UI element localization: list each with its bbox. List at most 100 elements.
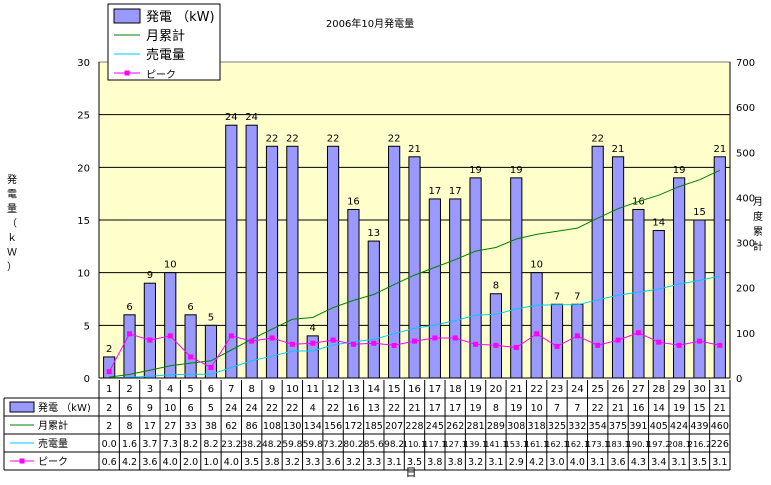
legend-label: 発電 （kW) [146, 10, 215, 25]
table-cell: 375 [609, 421, 627, 432]
table-cell: 21 [408, 403, 420, 414]
table-cell: 24 [246, 403, 258, 414]
table-cell: 162.1 [566, 439, 589, 449]
table-cell: 3.1 [712, 457, 727, 468]
y-tick-label: 5 [84, 321, 90, 332]
table-cell: 24 [225, 403, 237, 414]
bar-data-label: 22 [266, 133, 279, 144]
bar-data-label: 7 [554, 291, 560, 302]
y2-tick-label: 500 [736, 148, 755, 159]
table-cell: 13 [368, 403, 380, 414]
table-cell: 21 [612, 403, 624, 414]
series-marker [412, 338, 417, 344]
table-cell: 130 [283, 421, 301, 432]
table-cell: 289 [487, 421, 505, 432]
series-marker [717, 342, 723, 348]
x-tick-label: 19 [469, 384, 482, 395]
table-cell: 153.1 [505, 439, 528, 449]
bar [449, 198, 462, 379]
legend-label: 月累計 [146, 28, 185, 44]
y-axis-title-char: 量 [7, 203, 17, 215]
x-tick-label: 5 [187, 384, 193, 395]
plot-area: 0510152025300100200300400500600700発電量（ｋＷ… [7, 58, 763, 385]
table-cell: 80.2 [343, 440, 363, 450]
table-cell: 2.9 [509, 457, 524, 468]
table-cell: 0.0 [102, 439, 117, 450]
bar-data-label: 22 [286, 133, 299, 144]
y-tick-label: 30 [77, 58, 90, 69]
table-cell: 22 [592, 403, 604, 414]
x-tick-label: 21 [510, 384, 523, 395]
legend-key-bar [113, 8, 141, 24]
y-axis-title-char: Ｗ [7, 248, 17, 259]
table-cell: 4.3 [631, 457, 646, 468]
table-cell: 7.3 [163, 439, 178, 450]
x-tick-label: 31 [713, 384, 726, 395]
y2-axis-title-char: 累 [753, 226, 763, 238]
table-cell: 226 [711, 439, 729, 450]
table-cell: 141.1 [484, 439, 507, 449]
x-tick-label: 29 [673, 384, 686, 395]
bar-data-label: 24 [225, 112, 238, 123]
table-cell: 3.0 [549, 457, 564, 468]
table-cell: 3.2 [468, 457, 483, 468]
table-cell: 308 [507, 421, 525, 432]
bar-data-label: 8 [493, 281, 499, 292]
table-cell: 3.8 [448, 457, 463, 468]
table-cell: 59.8 [282, 440, 302, 450]
table-cell: 110.1 [403, 439, 426, 449]
x-tick-label: 28 [652, 384, 665, 395]
table-cell: 117.1 [423, 439, 446, 449]
table-cell: 19 [510, 403, 522, 414]
series-marker [534, 331, 540, 337]
x-tick-label: 24 [571, 384, 584, 395]
series-marker [656, 339, 662, 345]
y2-tick-label: 200 [736, 284, 755, 295]
legend-label: ピーク [146, 69, 176, 81]
bar-data-label: 22 [388, 133, 401, 144]
series-marker [147, 337, 153, 343]
table-cell: 48.2 [262, 440, 282, 450]
table-cell: 281 [466, 421, 484, 432]
table-cell: 190.1 [627, 439, 650, 449]
x-tick-label: 11 [306, 384, 319, 395]
bar [530, 272, 543, 379]
table-cell: 207 [385, 421, 403, 432]
table-cell: 216.2 [688, 439, 711, 449]
table-cell: 2 [106, 403, 112, 414]
table-cell: 460 [711, 421, 729, 432]
bar-data-label: 6 [187, 302, 193, 313]
table-cell: 10 [531, 403, 543, 414]
y2-axis-title-char: 月 [753, 196, 763, 208]
table-cell: 391 [629, 421, 647, 432]
x-tick-label: 30 [693, 384, 706, 395]
x-tick-label: 2 [126, 384, 132, 395]
y-tick-label: 25 [77, 111, 90, 122]
bar [164, 272, 177, 379]
table-cell: 4.0 [163, 457, 178, 468]
table-cell: 318 [528, 421, 546, 432]
series-marker [350, 341, 356, 347]
series-marker [167, 333, 173, 339]
x-tick-label: 12 [327, 384, 340, 395]
x-tick-label: 25 [591, 384, 604, 395]
table-series-name: ピーク [38, 456, 68, 468]
table-cell: 17 [449, 403, 461, 414]
table-cell: 1.6 [122, 439, 137, 450]
table-cell: 19 [673, 403, 685, 414]
table-cell: 245 [426, 421, 444, 432]
series-marker [310, 340, 316, 346]
table-cell: 208.1 [667, 439, 690, 449]
table-cell: 8 [493, 403, 499, 414]
series-marker [513, 344, 519, 350]
table-cell: 2 [106, 421, 112, 432]
table-cell: 3.2 [346, 457, 361, 468]
table-cell: 3.1 [387, 457, 402, 468]
series-marker [635, 330, 641, 336]
bar-data-label: 19 [510, 165, 523, 176]
table-cell: 22 [266, 403, 278, 414]
bar [265, 145, 279, 379]
table-cell: 27 [164, 421, 176, 432]
table-cell: 86 [246, 421, 258, 432]
